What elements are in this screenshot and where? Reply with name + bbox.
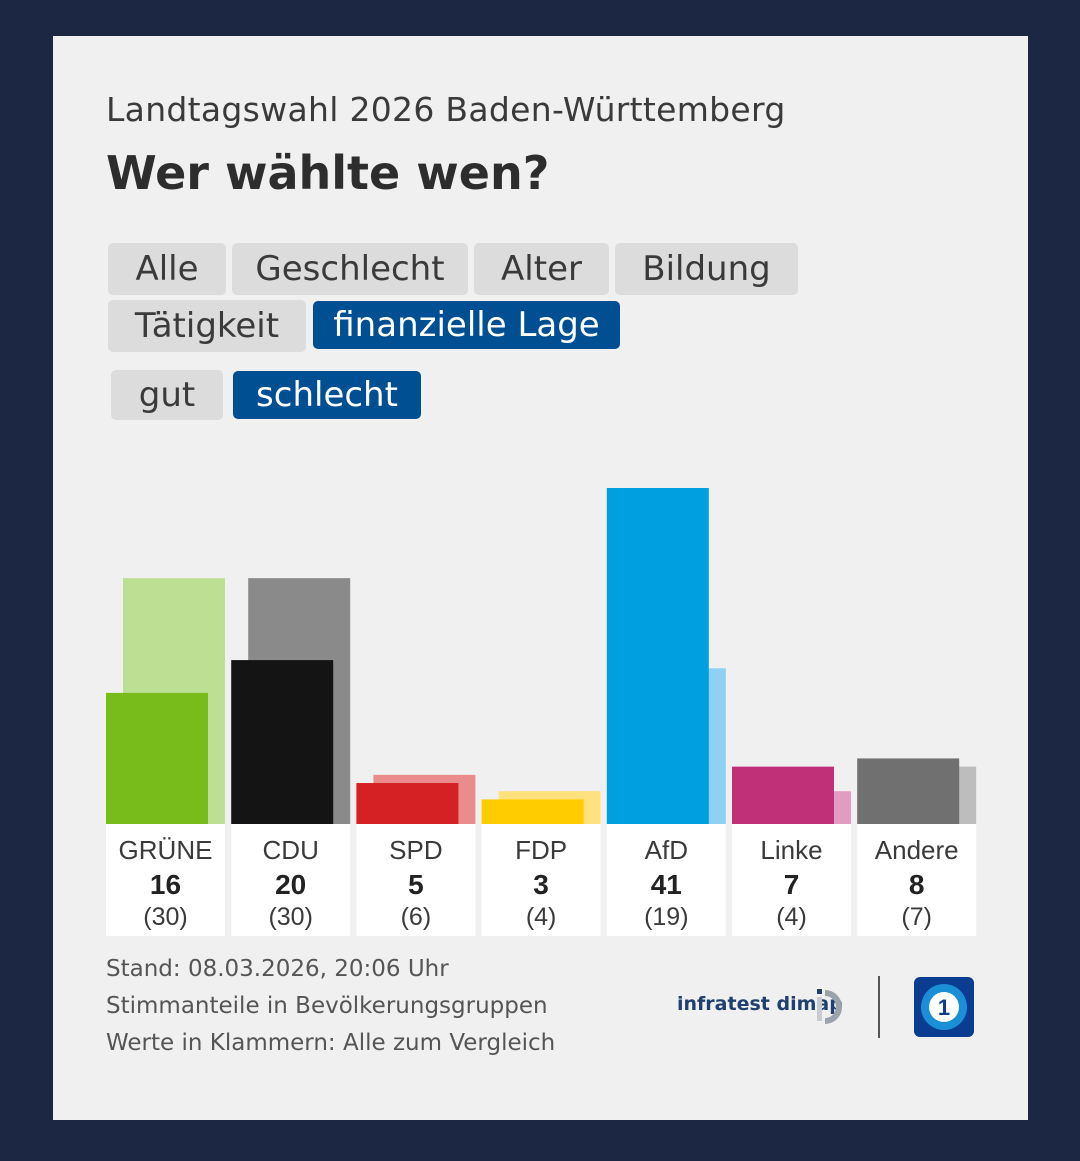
category-label: Andere: [875, 835, 959, 865]
category-label: GRÜNE: [119, 835, 213, 865]
footer-description: Stimmanteile in Bevölkerungsgruppen: [106, 993, 548, 1019]
bar-spd: [356, 783, 459, 824]
subtab-gut[interactable]: gut: [111, 370, 223, 420]
compare-label: (19): [644, 903, 688, 931]
value-label: 41: [651, 869, 682, 900]
tab-bildung[interactable]: Bildung: [615, 243, 798, 295]
label-panel-andere: [857, 824, 977, 936]
subtab-schlecht[interactable]: schlecht: [233, 371, 421, 419]
page-subtitle: Landtagswahl 2026 Baden-Württemberg: [106, 90, 786, 129]
compare-label: (4): [776, 903, 807, 931]
label-panel-gruene: [106, 824, 225, 936]
tab-geschlecht[interactable]: Geschlecht: [232, 243, 468, 295]
category-label: SPD: [389, 835, 442, 865]
compare-label: (6): [401, 903, 432, 931]
bar-gruene: [106, 692, 208, 824]
logo-separator: [878, 976, 880, 1038]
value-label: 8: [909, 869, 925, 900]
infratest-dimap-icon: [817, 989, 842, 1024]
value-label: 16: [150, 869, 181, 900]
ard-logo: 1: [914, 977, 974, 1037]
bar-afd: [606, 488, 709, 824]
tab-alter[interactable]: Alter: [474, 243, 609, 295]
value-label: 7: [784, 869, 800, 900]
footer-note: Werte in Klammern: Alle zum Vergleich: [106, 1030, 556, 1056]
category-label: FDP: [515, 835, 567, 865]
compare-label: (30): [143, 903, 187, 931]
bar-fdp: [481, 799, 584, 824]
bar-cdu: [231, 660, 334, 824]
category-label: Linke: [760, 835, 822, 865]
tab-alle[interactable]: Alle: [108, 243, 226, 295]
compare-label: (7): [901, 903, 932, 931]
footer-timestamp: Stand: 08.03.2026, 20:06 Uhr: [106, 956, 449, 982]
bar-andere: [857, 758, 960, 824]
infratest-dimap-logo: infratest dimap: [677, 993, 843, 1015]
label-panel-afd: [606, 824, 726, 936]
tab-taetigkeit[interactable]: Tätigkeit: [108, 300, 306, 352]
value-label: 3: [533, 869, 549, 900]
compare-label: (30): [268, 903, 312, 931]
category-label: CDU: [263, 835, 319, 865]
value-label: 5: [408, 869, 424, 900]
page-title: Wer wählte wen?: [106, 146, 550, 200]
label-panel-fdp: [481, 824, 601, 936]
svg-text:1: 1: [938, 995, 950, 1020]
value-label: 20: [275, 869, 306, 900]
compare-label: (4): [526, 903, 557, 931]
label-panel-cdu: [231, 824, 351, 936]
label-panel-spd: [356, 824, 476, 936]
category-label: AfD: [645, 835, 688, 865]
tab-finanzielle-lage[interactable]: finanzielle Lage: [313, 301, 620, 349]
bar-linke: [732, 766, 834, 824]
chart-card: Landtagswahl 2026 Baden-Württemberg Wer …: [53, 36, 1028, 1120]
label-panel-linke: [732, 824, 851, 936]
